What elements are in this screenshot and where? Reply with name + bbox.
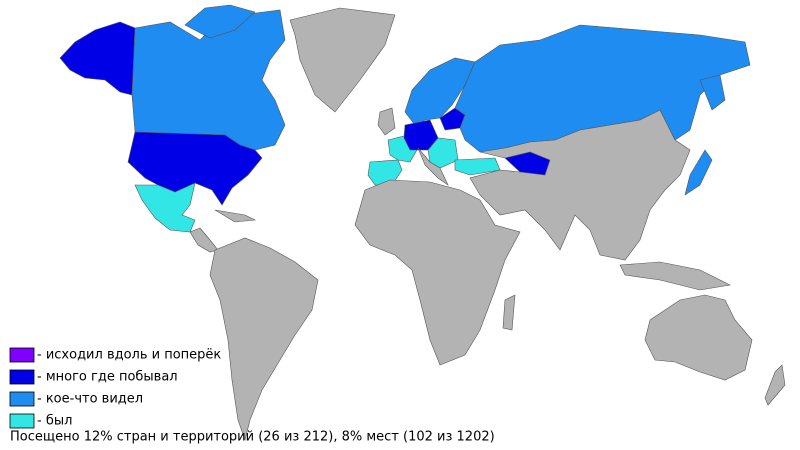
legend-swatch xyxy=(9,391,35,407)
legend-label: - кое-что видел xyxy=(37,392,143,407)
mexico xyxy=(134,182,196,233)
turkey xyxy=(454,157,501,176)
australia xyxy=(644,294,753,381)
central-america xyxy=(189,227,219,253)
usa xyxy=(127,131,263,206)
uk xyxy=(377,107,396,136)
alaska xyxy=(59,21,136,96)
caribbean xyxy=(214,209,257,223)
greenland xyxy=(289,7,396,113)
asia-south xyxy=(469,109,691,261)
new-zealand xyxy=(764,364,786,406)
southeast-asia xyxy=(619,261,731,291)
legend-swatch xyxy=(9,369,35,385)
legend-label: - много где побывал xyxy=(37,370,178,385)
legend-label: - исходил вдоль и поперёк xyxy=(37,348,221,363)
legend-swatch xyxy=(9,413,35,429)
africa xyxy=(354,179,521,366)
summary: Посещено 12% стран и территорий (26 из 2… xyxy=(10,430,495,445)
legend: - исходил вдоль и поперёк - много где поб… xyxy=(9,347,221,429)
south-america xyxy=(209,237,319,442)
italy-balkans xyxy=(417,147,449,186)
madagascar xyxy=(502,294,516,331)
kamchatka xyxy=(699,74,726,111)
canada-islands xyxy=(184,4,256,39)
legend-label: - был xyxy=(37,414,72,429)
japan xyxy=(684,149,713,196)
legend-swatch xyxy=(9,347,35,363)
